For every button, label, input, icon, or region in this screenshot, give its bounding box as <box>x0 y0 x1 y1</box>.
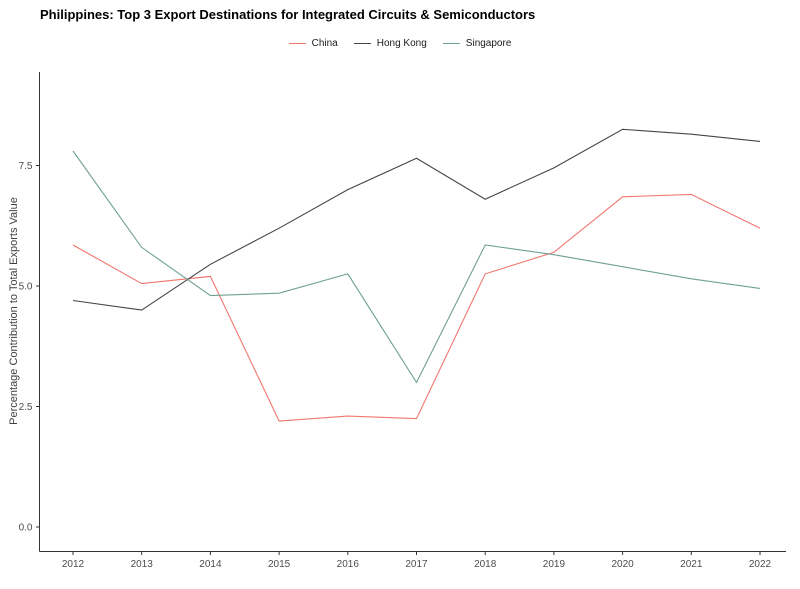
legend-label-hong-kong: Hong Kong <box>376 38 427 49</box>
legend-swatch-china <box>288 43 306 44</box>
x-tick-label: 2020 <box>611 559 634 570</box>
series-line-singapore <box>72 150 761 384</box>
legend-item-singapore: Singapore <box>442 38 512 49</box>
x-tick-label: 2015 <box>268 559 291 570</box>
x-tick-label: 2022 <box>749 559 772 570</box>
x-tick-label: 2016 <box>337 559 360 570</box>
legend: China Hong Kong Singapore <box>0 38 800 49</box>
legend-swatch-singapore <box>442 43 460 44</box>
legend-label-china: China <box>311 38 338 49</box>
legend-item-china: China <box>288 38 338 49</box>
y-tick-label: 5.0 <box>19 282 33 293</box>
x-tick-label: 2018 <box>474 559 497 570</box>
series-line-china <box>72 193 761 422</box>
y-tick-label: 0.0 <box>19 523 33 534</box>
series-line-hong-kong <box>72 128 761 311</box>
x-tick-label: 2012 <box>62 559 85 570</box>
x-tick-label: 2021 <box>680 559 703 570</box>
legend-item-hong-kong: Hong Kong <box>353 38 427 49</box>
y-tick-label: 2.5 <box>19 402 33 413</box>
x-tick-label: 2013 <box>131 559 154 570</box>
chart-title: Philippines: Top 3 Export Destinations f… <box>40 7 536 22</box>
legend-label-singapore: Singapore <box>465 38 512 49</box>
x-tick-label: 2019 <box>543 559 566 570</box>
y-tick-label: 7.5 <box>19 161 33 172</box>
x-tick-label: 2014 <box>199 559 222 570</box>
legend-swatch-hong-kong <box>353 43 371 44</box>
x-tick-label: 2017 <box>405 559 428 570</box>
